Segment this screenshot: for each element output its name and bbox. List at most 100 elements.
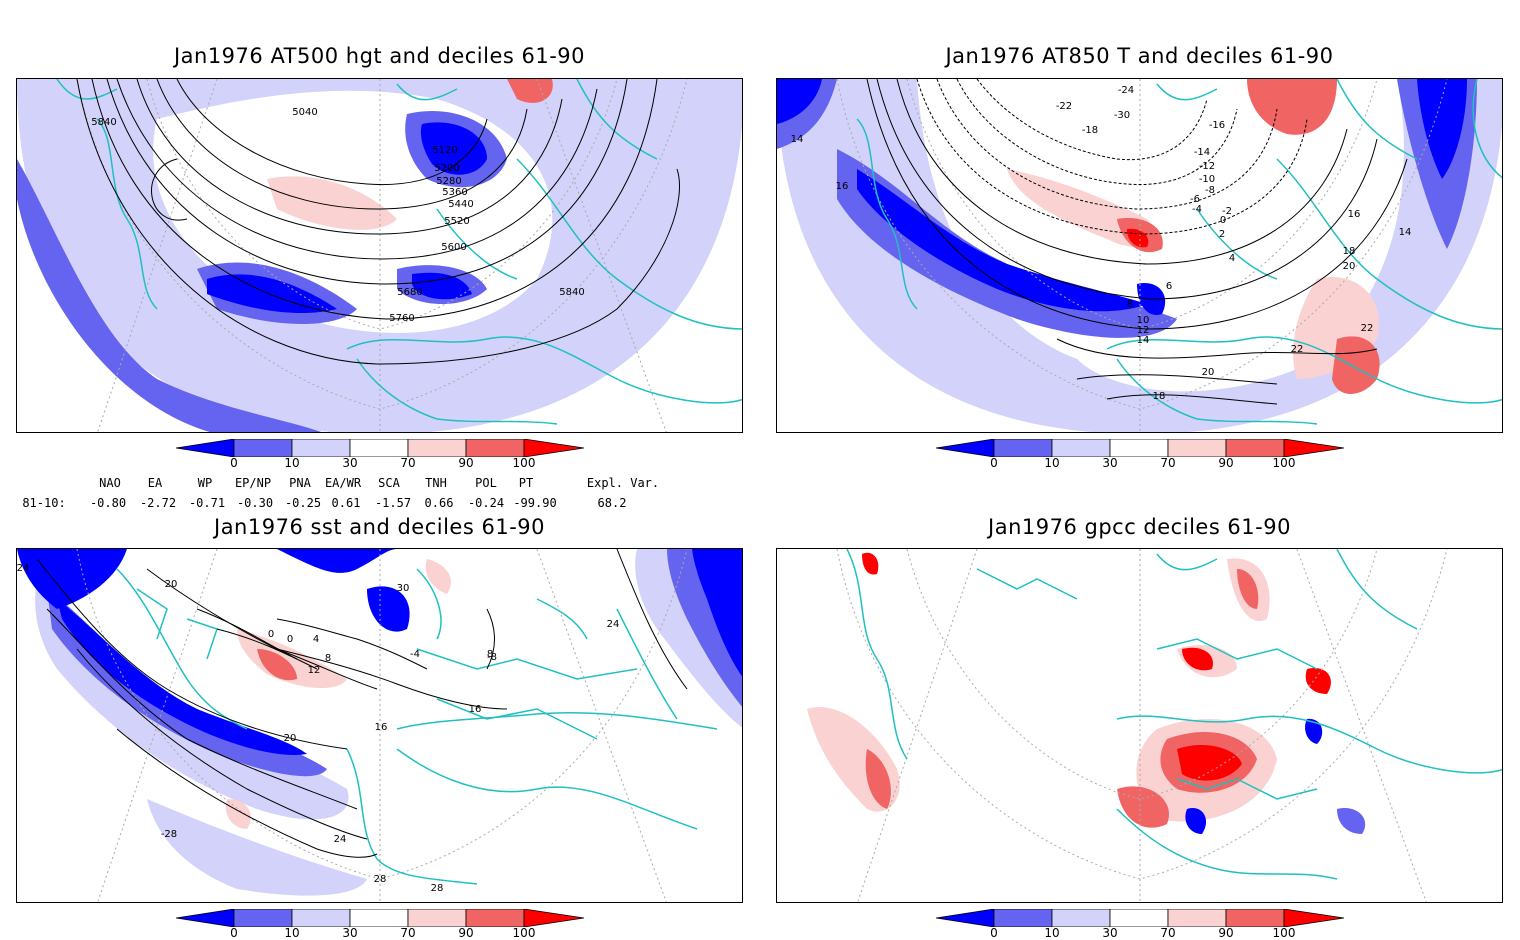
contour-label: 24 <box>333 834 347 845</box>
colorbar-1-svg <box>175 438 585 458</box>
decile-0-10-region-1 <box>17 159 322 432</box>
map-panel-t850: -24 -22 -30 -18 -16 -14 -12 -10 -8 -6 -4… <box>776 78 1503 433</box>
colorbar-tick: 30 <box>342 926 358 940</box>
contour-label: 5520 <box>444 216 470 227</box>
decile-0-10-deep-2 <box>777 79 822 124</box>
contour-label: 5840 <box>91 117 117 128</box>
colorbar-tick: 0 <box>990 456 998 470</box>
contour-label: -4 <box>1192 204 1202 215</box>
colorbar-tick: 0 <box>230 456 238 470</box>
sst-contours <box>36 549 688 858</box>
contour-label: 16 <box>1347 209 1361 220</box>
colorbar-segment <box>407 908 467 928</box>
contour-label: 16 <box>374 722 388 733</box>
index-header: EP/NP <box>234 476 272 490</box>
colorbar-1: 0 10 30 70 90 100 <box>175 438 585 470</box>
decile-0-10-region-3 <box>277 549 397 573</box>
contour-label: 24 <box>606 619 620 630</box>
contour-label: 20 <box>1342 261 1356 272</box>
contour-label: -10 <box>1198 174 1216 185</box>
contour-label: 22 <box>1360 323 1374 334</box>
contour-label: 8 <box>324 653 332 664</box>
colorbar-segment <box>175 438 235 458</box>
coastlines <box>116 568 718 885</box>
colorbar-segment <box>1051 438 1111 458</box>
colorbar-tick: 100 <box>512 456 536 470</box>
colorbar-segment <box>291 908 351 928</box>
height-contours <box>76 79 680 365</box>
index-value: -99.90 <box>513 496 557 510</box>
colorbar-segment <box>1167 438 1227 458</box>
decile-70-90-region-1 <box>1007 169 1154 248</box>
t850-map-svg <box>777 79 1502 432</box>
contour-label: 16 <box>468 704 482 715</box>
colorbar-segment <box>1283 908 1345 928</box>
colorbar-tick: 10 <box>1044 456 1060 470</box>
contour-label: 4 <box>1228 253 1236 264</box>
colorbar-segment <box>993 908 1053 928</box>
decile-90-100-region-3 <box>1332 336 1380 394</box>
map-panel-gpcc <box>776 548 1503 903</box>
index-header: SCA <box>378 476 400 490</box>
colorbar-tick: 10 <box>284 926 300 940</box>
decile-0-10-region-2 <box>1305 718 1323 744</box>
index-value: 0.61 <box>331 496 361 510</box>
contour-label: -8 <box>1205 185 1215 196</box>
panel-1-title: Jan1976 AT500 hgt and deciles 61-90 <box>173 44 586 68</box>
colorbar-segment <box>465 908 525 928</box>
decile-0-10-deep-2 <box>17 549 127 609</box>
contour-label: 5120 <box>432 145 458 156</box>
colorbar-tick: 70 <box>1160 926 1176 940</box>
colorbar-tick: 0 <box>230 926 238 940</box>
contour-label: 18 <box>1152 391 1166 402</box>
contour-label: 0 <box>267 629 275 640</box>
contour-label: -12 <box>1198 161 1216 172</box>
temperature-contours <box>866 79 1408 405</box>
contour-label: 20 <box>164 579 178 590</box>
colorbar-segment <box>1109 908 1169 928</box>
decile-100-region-1 <box>1177 744 1242 781</box>
colorbar-segment <box>523 438 585 458</box>
contour-label: 8 <box>486 649 494 660</box>
contour-label: 5440 <box>448 199 474 210</box>
panel-4-title: Jan1976 gpcc deciles 61-90 <box>988 515 1291 539</box>
colorbar-segment <box>465 438 525 458</box>
map-panel-sst: 24 20 0 0 4 8 12 16 20 24 28 28 -28 16 -… <box>16 548 743 903</box>
gpcc-map-svg <box>777 549 1502 902</box>
colorbar-tick: 10 <box>284 456 300 470</box>
index-header: EA/WR <box>324 476 362 490</box>
contour-label: -24 <box>1117 85 1135 96</box>
contour-label: 12 <box>1136 325 1150 336</box>
index-header: TNH <box>425 476 447 490</box>
contour-label: 5600 <box>441 242 467 253</box>
contour-label: -14 <box>1193 147 1211 158</box>
colorbar-segment <box>349 908 409 928</box>
index-value: -0.30 <box>236 496 274 510</box>
colorbar-4: 0 10 30 70 90 100 <box>935 908 1345 940</box>
decile-0-10-region-1 <box>1185 808 1207 834</box>
contour-label: 4 <box>312 634 320 645</box>
colorbar-tick: 0 <box>990 926 998 940</box>
lat-lon-grid <box>76 79 688 432</box>
colorbar-segment <box>1225 438 1285 458</box>
contour-label: -4 <box>410 649 420 660</box>
colorbar-segment <box>1051 908 1111 928</box>
coastlines <box>56 79 742 425</box>
contour-label: 28 <box>373 874 387 885</box>
colorbar-segment <box>291 438 351 458</box>
contour-label: -2 <box>1222 206 1232 217</box>
colorbar-tick: 90 <box>458 926 474 940</box>
decile-90-100-region <box>507 79 553 103</box>
contour-label: 14 <box>1398 227 1412 238</box>
contour-label: 5040 <box>292 107 318 118</box>
decile-90-100-region-2 <box>1247 79 1337 135</box>
contour-label: -30 <box>1113 110 1131 121</box>
colorbar-tick: 30 <box>1102 926 1118 940</box>
colorbar-tick: 70 <box>400 926 416 940</box>
contour-label: 5200 <box>434 163 460 174</box>
colorbar-segment <box>407 438 467 458</box>
decile-90-100-region-1 <box>257 649 297 681</box>
lat-lon-grid <box>836 549 1448 902</box>
colorbar-2-svg <box>935 438 1345 458</box>
decile-0-10-deep-1 <box>857 169 1147 312</box>
